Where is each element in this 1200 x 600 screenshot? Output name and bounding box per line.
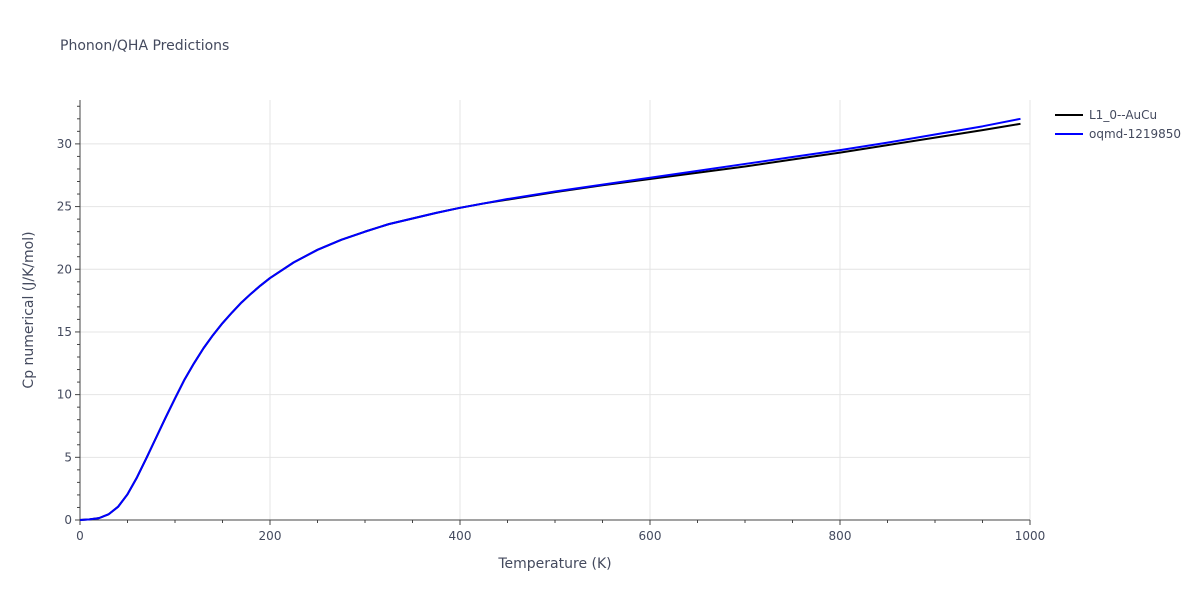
series-line-2: [79, 117, 1021, 521]
series-line-1: [79, 122, 1021, 521]
legend-label-1: L1_0--AuCu: [1089, 108, 1157, 122]
y-tick-label: 20: [57, 262, 72, 276]
plot-area: [79, 117, 1021, 521]
x-tick-label: 600: [639, 529, 662, 543]
y-axis-title: Cp numerical (J/K/mol): [21, 231, 37, 388]
y-tick-label: 0: [64, 513, 72, 527]
x-tick-label: 400: [449, 529, 472, 543]
x-axis-title: Temperature (K): [497, 556, 611, 572]
y-tick-label: 10: [57, 388, 72, 402]
x-tick-label: 1000: [1015, 529, 1046, 543]
legend: L1_0--AuCu oqmd-1219850: [1055, 108, 1181, 141]
y-tick-label: 25: [57, 200, 72, 214]
y-tick-label: 30: [57, 137, 72, 151]
grid: [80, 100, 1031, 520]
x-tick-label: 200: [259, 529, 282, 543]
x-tick-label: 0: [76, 529, 84, 543]
y-tick-label: 15: [57, 325, 72, 339]
y-tick-label: 5: [64, 450, 72, 464]
legend-label-2: oqmd-1219850: [1089, 127, 1181, 141]
axes: 0 200 400 600 800 1000 0 5 10 15 20 25 30: [57, 100, 1046, 543]
chart-title: Phonon/QHA Predictions: [60, 38, 229, 54]
x-tick-label: 800: [829, 529, 852, 543]
